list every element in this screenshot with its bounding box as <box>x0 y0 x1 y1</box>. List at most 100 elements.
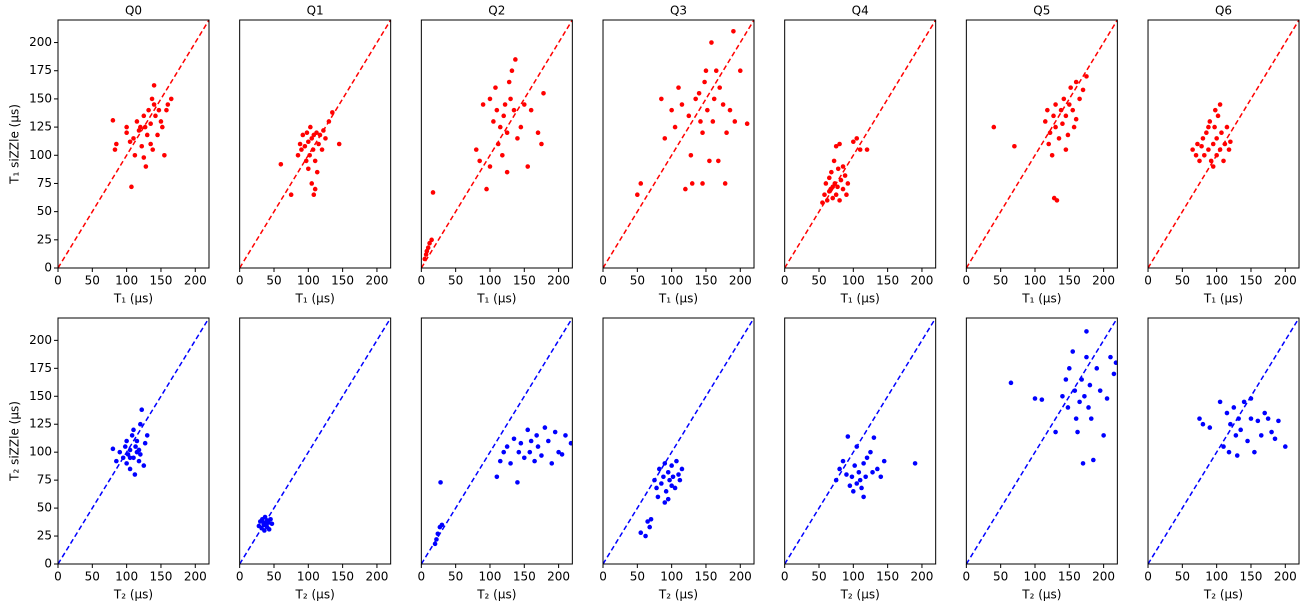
y-tick-label: 75 <box>37 176 52 190</box>
point <box>1063 147 1069 152</box>
point <box>497 458 503 464</box>
point <box>269 521 275 527</box>
point <box>1067 102 1072 107</box>
point <box>432 541 438 547</box>
point <box>149 96 155 102</box>
point <box>1206 147 1211 152</box>
point <box>871 435 877 440</box>
point <box>700 130 705 136</box>
point <box>501 449 507 455</box>
point <box>845 181 851 186</box>
point <box>268 516 273 522</box>
x-tick-label: 200 <box>729 274 752 288</box>
x-tick-label: 50 <box>85 570 100 584</box>
point <box>528 107 534 113</box>
point <box>1262 410 1268 416</box>
point <box>677 477 683 483</box>
x-tick-label: 150 <box>150 274 173 288</box>
x-tick-label: 200 <box>547 274 570 288</box>
point <box>652 477 657 483</box>
point <box>500 152 505 158</box>
subplot-title: Q1 <box>307 4 324 18</box>
point <box>669 107 674 113</box>
point <box>162 152 167 158</box>
point <box>1104 396 1110 401</box>
point <box>304 130 310 136</box>
point <box>645 519 650 524</box>
point <box>837 141 842 147</box>
point <box>1086 405 1091 410</box>
point <box>849 474 855 480</box>
point <box>857 147 863 152</box>
point <box>1061 96 1067 102</box>
point <box>1248 416 1254 421</box>
point <box>1108 354 1113 360</box>
point <box>716 158 721 164</box>
point <box>870 470 875 475</box>
point <box>511 107 517 113</box>
point <box>262 528 267 533</box>
point <box>1070 349 1076 354</box>
point <box>160 124 165 130</box>
point <box>1219 130 1224 136</box>
point <box>700 181 705 186</box>
point <box>136 458 142 464</box>
point <box>1073 79 1079 85</box>
point <box>427 240 432 246</box>
point <box>1042 119 1048 124</box>
point <box>647 524 652 530</box>
point <box>330 110 335 115</box>
point <box>1193 152 1199 158</box>
subplot-title: Q5 <box>1033 4 1050 18</box>
point <box>1073 116 1079 122</box>
point <box>323 136 328 141</box>
x-tick-label: 200 <box>1092 274 1115 288</box>
x-tick-label: 0 <box>54 274 62 288</box>
point <box>150 147 156 152</box>
point <box>143 164 149 169</box>
point <box>525 427 531 433</box>
diagonal-reference <box>58 318 209 564</box>
axes-frame <box>57 19 210 269</box>
point <box>487 164 493 169</box>
axes-frame <box>420 317 573 565</box>
diagonal-reference <box>784 20 936 268</box>
point <box>494 474 500 480</box>
point <box>1094 366 1100 371</box>
point <box>1217 102 1223 107</box>
point <box>856 470 862 475</box>
x-tick-label: 150 <box>1058 570 1081 584</box>
point <box>1233 433 1239 438</box>
x-tick-label: 150 <box>695 570 718 584</box>
axes-frame <box>784 19 937 269</box>
x-axis-label: T₁ (μs) <box>1203 292 1243 306</box>
point <box>568 440 573 446</box>
point <box>703 68 709 74</box>
point <box>1087 382 1093 388</box>
point <box>563 433 568 438</box>
x-tick-label: 150 <box>1240 570 1263 584</box>
point <box>710 119 716 124</box>
point <box>541 90 546 96</box>
x-tick-label: 100 <box>842 274 865 288</box>
subplot-title: Q4 <box>852 4 869 18</box>
point <box>840 186 846 192</box>
point <box>136 447 142 453</box>
x-tick-label: 50 <box>448 570 463 584</box>
point <box>134 119 140 124</box>
y-tick-label: 0 <box>44 557 52 571</box>
subplot-title: Q0 <box>125 4 142 18</box>
point <box>659 481 664 486</box>
diagonal-reference <box>239 20 391 268</box>
point <box>264 523 269 529</box>
x-tick-label: 150 <box>1058 274 1081 288</box>
x-tick-label: 50 <box>1175 274 1190 288</box>
point <box>830 184 836 190</box>
point <box>1080 461 1086 466</box>
y-axis-label: T₁ siZZle (μs) <box>8 104 22 185</box>
point <box>912 461 918 466</box>
y-tick-label: 100 <box>29 445 52 459</box>
x-tick-label: 50 <box>993 570 1008 584</box>
diagonal-reference <box>421 318 573 564</box>
y-tick-label: 200 <box>29 35 52 49</box>
